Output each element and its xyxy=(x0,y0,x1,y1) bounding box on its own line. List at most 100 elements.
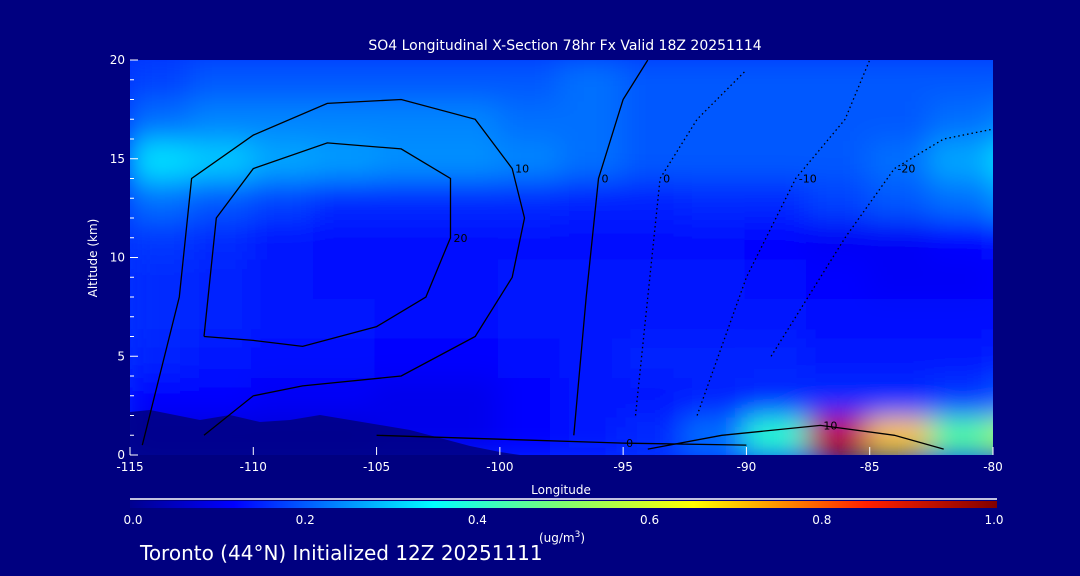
heat-cell xyxy=(991,413,993,455)
heat-cell xyxy=(744,176,811,220)
heat-cell xyxy=(189,97,256,141)
heat-cell xyxy=(621,137,687,181)
heat-cell xyxy=(744,216,811,260)
heat-cell xyxy=(621,216,687,260)
heat-cell xyxy=(621,60,687,102)
heat-cell xyxy=(867,295,934,339)
heat-cell xyxy=(621,295,687,339)
heat-cell xyxy=(312,60,379,102)
heat-cell xyxy=(867,216,934,260)
heat-cell xyxy=(189,295,256,339)
heat-cell xyxy=(374,97,441,141)
heat-cell xyxy=(867,137,934,181)
heat-cell xyxy=(867,176,934,220)
heat-cell xyxy=(806,60,872,102)
heat-cell xyxy=(130,137,194,181)
colorbar-tick-label: 0.2 xyxy=(296,513,315,527)
heat-cell xyxy=(497,137,564,181)
heat-cell xyxy=(130,176,194,220)
heat-cell xyxy=(682,137,749,181)
heat-cell xyxy=(130,97,194,141)
heat-cell xyxy=(436,97,502,141)
heat-cell xyxy=(312,97,379,141)
heat-cell xyxy=(312,216,379,260)
heat-cell xyxy=(374,374,441,418)
heat-cell xyxy=(251,176,317,220)
heat-cell xyxy=(867,334,934,378)
contour-line xyxy=(141,98,526,446)
heat-cell xyxy=(497,295,564,339)
heat-cell xyxy=(497,176,564,220)
heat-cell xyxy=(929,334,993,378)
heat-cell xyxy=(621,334,687,378)
heat-cell xyxy=(436,374,502,418)
heat-cell xyxy=(436,137,502,181)
heat-cell xyxy=(189,334,256,378)
heat-cell xyxy=(374,334,441,378)
contour-line xyxy=(647,424,944,450)
heat-cell xyxy=(312,176,379,220)
contour-line xyxy=(203,142,452,348)
x-tick-label: -105 xyxy=(363,460,390,474)
heat-cell xyxy=(559,97,626,141)
x-tick-label: -115 xyxy=(116,460,143,474)
heat-cell xyxy=(991,216,993,260)
heat-cell xyxy=(991,334,993,378)
heat-cell xyxy=(867,413,934,455)
heat-cell xyxy=(806,137,872,181)
x-tick-label: -90 xyxy=(737,460,757,474)
heat-cell xyxy=(991,255,993,299)
heat-cell xyxy=(991,176,993,220)
heat-cell xyxy=(682,216,749,260)
y-tick-label: 0 xyxy=(117,448,125,462)
chart-title: SO4 Longitudinal X-Section 78hr Fx Valid… xyxy=(368,38,761,54)
heat-cell xyxy=(436,255,502,299)
x-tick-label: -110 xyxy=(240,460,267,474)
heat-cell xyxy=(436,216,502,260)
heat-cell xyxy=(374,216,441,260)
heat-cell xyxy=(497,216,564,260)
heat-cell xyxy=(929,137,993,181)
contour-label: 0 xyxy=(601,173,608,186)
colorbar-tick-label: 0.0 xyxy=(123,513,142,527)
heat-cell xyxy=(130,374,194,418)
heat-cell xyxy=(621,255,687,299)
heat-cell xyxy=(251,216,317,260)
contour-label: 10 xyxy=(515,163,529,176)
contour-label: -20 xyxy=(897,163,915,176)
heat-cell xyxy=(251,60,317,102)
contour-label: 0 xyxy=(663,173,670,186)
y-axis-label: Altitude (km) xyxy=(86,219,100,298)
heat-cell xyxy=(251,137,317,181)
heat-cell xyxy=(991,97,993,141)
heat-cell xyxy=(682,334,749,378)
heat-cell xyxy=(559,374,626,418)
heat-cell xyxy=(621,374,687,418)
colorbar-tick-label: 0.8 xyxy=(812,513,831,527)
heat-cell xyxy=(929,176,993,220)
heat-cell xyxy=(806,216,872,260)
heat-cell xyxy=(929,374,993,418)
heat-cell xyxy=(929,60,993,102)
heat-cell xyxy=(991,137,993,181)
colorbar-tick-label: 0.4 xyxy=(468,513,487,527)
heat-cell xyxy=(929,413,993,455)
colorbar-unit: (ug/m3) xyxy=(539,530,585,545)
heat-cell xyxy=(251,374,317,418)
heat-cell xyxy=(497,97,564,141)
heat-cell xyxy=(744,413,811,455)
heat-cell xyxy=(929,295,993,339)
heat-cell xyxy=(436,176,502,220)
heat-cell xyxy=(251,295,317,339)
heat-cell xyxy=(189,137,256,181)
heat-cell xyxy=(189,255,256,299)
heat-cell xyxy=(806,176,872,220)
heat-cell xyxy=(497,374,564,418)
heat-cell xyxy=(312,137,379,181)
heat-cell xyxy=(497,334,564,378)
heat-cell xyxy=(991,374,993,418)
heat-cell xyxy=(436,334,502,378)
terrain xyxy=(130,410,520,455)
heat-cell xyxy=(744,137,811,181)
